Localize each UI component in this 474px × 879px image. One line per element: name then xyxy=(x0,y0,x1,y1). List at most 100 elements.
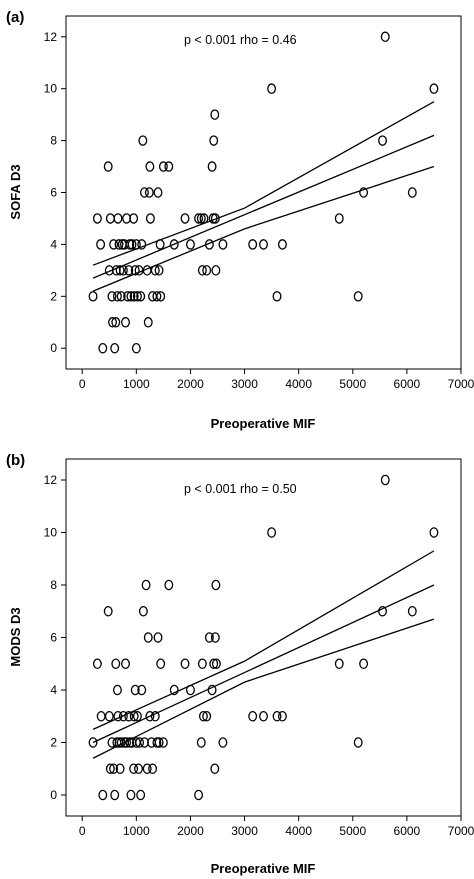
x-tick-label: 2000 xyxy=(177,377,204,391)
data-point xyxy=(121,658,130,670)
data-point xyxy=(211,579,221,591)
x-tick-label: 5000 xyxy=(339,377,366,391)
data-point xyxy=(180,213,190,224)
x-tick-label: 6000 xyxy=(394,824,421,838)
data-point xyxy=(130,684,140,696)
panel-a-plot-frame xyxy=(65,15,462,370)
x-tick-label: 7000 xyxy=(448,377,474,391)
data-point xyxy=(359,658,369,670)
data-point xyxy=(108,317,117,328)
data-point xyxy=(138,135,148,146)
data-point xyxy=(152,291,162,302)
data-point xyxy=(107,291,117,302)
data-point xyxy=(210,763,220,775)
x-tick-label: 4000 xyxy=(285,824,312,838)
ci-lower-line xyxy=(92,618,435,759)
data-point xyxy=(158,161,168,172)
data-point xyxy=(429,83,439,94)
panel-b: (b) 0 2 4 6 8 10 12 0 1000 2000 3000 4000 5000 6000 7… xyxy=(6,452,474,876)
data-point xyxy=(210,632,220,643)
data-point xyxy=(137,239,147,250)
data-point xyxy=(218,737,228,748)
data-point xyxy=(248,711,258,722)
data-point xyxy=(135,737,145,748)
data-point xyxy=(122,737,132,748)
y-tick-label: 10 xyxy=(44,82,58,96)
data-point xyxy=(353,291,363,302)
panel-b-y-axis-title: MODS D3 xyxy=(8,607,23,666)
panel-a-x-axis-title: Preoperative MIF xyxy=(211,416,316,431)
data-point xyxy=(169,239,179,250)
data-point xyxy=(143,317,153,328)
data-point xyxy=(116,291,126,302)
data-point xyxy=(134,763,143,775)
data-point xyxy=(197,658,207,670)
y-tick-label: 0 xyxy=(50,341,57,355)
data-point xyxy=(196,213,206,224)
panel-a-y-axis-title: SOFA D3 xyxy=(8,164,23,219)
data-point xyxy=(105,763,115,775)
data-point xyxy=(153,187,163,198)
data-point xyxy=(126,789,136,801)
data-point xyxy=(156,291,166,302)
data-point xyxy=(202,265,212,276)
data-point xyxy=(186,684,195,696)
data-point xyxy=(132,291,142,302)
panel-a-regression-lines xyxy=(92,101,435,292)
data-point xyxy=(115,265,125,276)
data-point xyxy=(129,291,139,302)
data-point xyxy=(110,789,120,801)
data-point xyxy=(359,187,369,198)
panel-b-annotation: p < 0.001 rho = 0.50 xyxy=(184,482,297,496)
data-point xyxy=(110,342,120,354)
y-tick-label: 8 xyxy=(50,134,57,148)
data-point xyxy=(109,239,119,250)
data-point xyxy=(197,265,207,276)
data-point xyxy=(124,711,134,722)
y-tick-label: 2 xyxy=(50,736,57,750)
data-point xyxy=(194,213,204,224)
data-point xyxy=(123,291,133,302)
data-point xyxy=(129,711,139,722)
data-point xyxy=(277,239,287,250)
panel-b-x-ticks: 0 1000 2000 3000 4000 5000 6000 7000 xyxy=(79,816,474,838)
data-point xyxy=(141,579,151,591)
x-tick-label: 4000 xyxy=(285,377,312,391)
y-tick-label: 0 xyxy=(50,788,57,802)
x-tick-label: 1000 xyxy=(123,824,150,838)
data-point xyxy=(150,265,160,276)
panel-b-points xyxy=(88,474,439,801)
data-point xyxy=(153,632,163,643)
data-point xyxy=(211,658,221,670)
data-point xyxy=(429,527,439,538)
data-point xyxy=(204,239,214,250)
data-point xyxy=(353,737,363,748)
data-point xyxy=(132,711,142,722)
data-point xyxy=(88,291,98,302)
x-tick-label: 6000 xyxy=(394,377,421,391)
y-tick-label: 4 xyxy=(50,683,57,697)
data-point xyxy=(103,161,113,172)
data-point xyxy=(158,737,168,748)
data-point xyxy=(115,763,125,775)
data-point xyxy=(248,239,258,250)
data-point xyxy=(137,684,147,696)
data-point xyxy=(407,187,417,198)
data-point xyxy=(113,213,123,224)
data-point xyxy=(129,213,139,224)
data-point xyxy=(140,187,149,198)
data-point xyxy=(98,789,108,801)
y-tick-label: 10 xyxy=(44,526,58,540)
data-point xyxy=(104,711,114,722)
data-point xyxy=(105,213,115,224)
data-point xyxy=(207,161,217,172)
data-point xyxy=(127,239,137,250)
data-point xyxy=(209,658,219,670)
y-tick-label: 6 xyxy=(50,631,57,645)
data-point xyxy=(116,737,126,748)
data-point xyxy=(380,474,390,486)
data-point xyxy=(267,527,277,538)
data-point xyxy=(207,684,217,696)
data-point xyxy=(96,239,106,250)
data-point xyxy=(164,579,174,591)
